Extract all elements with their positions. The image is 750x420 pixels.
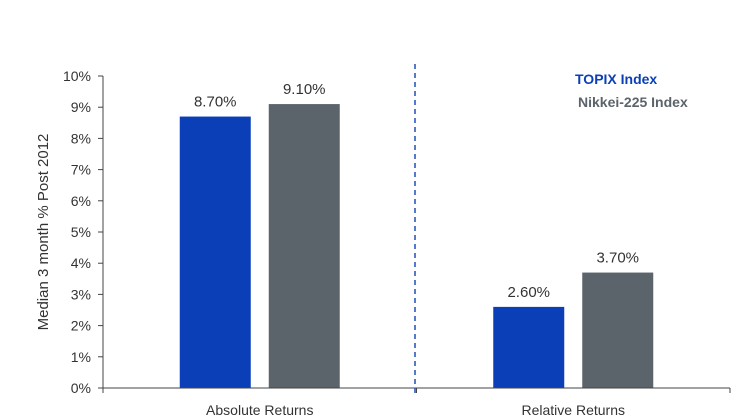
- data-label: 9.10%: [283, 81, 326, 98]
- bar-topix-absolute: [179, 116, 251, 388]
- legend-series-2: Nikkei-225 Index: [578, 94, 688, 110]
- bar-nikkei-relative: [582, 272, 654, 388]
- y-tick-label: 4%: [71, 255, 91, 271]
- y-tick-label: 9%: [71, 99, 91, 115]
- bar-topix-relative: [493, 306, 565, 388]
- data-label: 8.70%: [194, 94, 237, 111]
- bars: [179, 104, 654, 388]
- y-axis: 0% 1% 2% 3% 4% 5% 6% 7% 8% 9% 10%: [63, 68, 104, 396]
- y-tick-label: 2%: [71, 318, 91, 334]
- x-category-label: Absolute Returns: [206, 402, 313, 418]
- data-labels: 8.70% 9.10% 2.60% 3.70%: [194, 81, 639, 301]
- y-tick-label: 1%: [71, 349, 91, 365]
- y-tick-label: 0%: [71, 380, 91, 396]
- bar-nikkei-absolute: [268, 104, 340, 388]
- y-tick-label: 7%: [71, 162, 91, 178]
- y-tick-label: 5%: [71, 224, 91, 240]
- x-axis: Absolute Returns Relative Returns: [102, 387, 731, 418]
- data-label: 3.70%: [596, 250, 639, 267]
- data-label: 2.60%: [507, 284, 550, 301]
- y-tick-label: 3%: [71, 286, 91, 302]
- y-tick-label: 10%: [63, 68, 91, 84]
- legend-series-1: TOPIX Index: [575, 71, 657, 87]
- y-tick-label: 8%: [71, 130, 91, 146]
- y-axis-label: Median 3 month % Post 2012: [35, 134, 52, 331]
- y-tick-label: 6%: [71, 193, 91, 209]
- x-category-label: Relative Returns: [522, 402, 626, 418]
